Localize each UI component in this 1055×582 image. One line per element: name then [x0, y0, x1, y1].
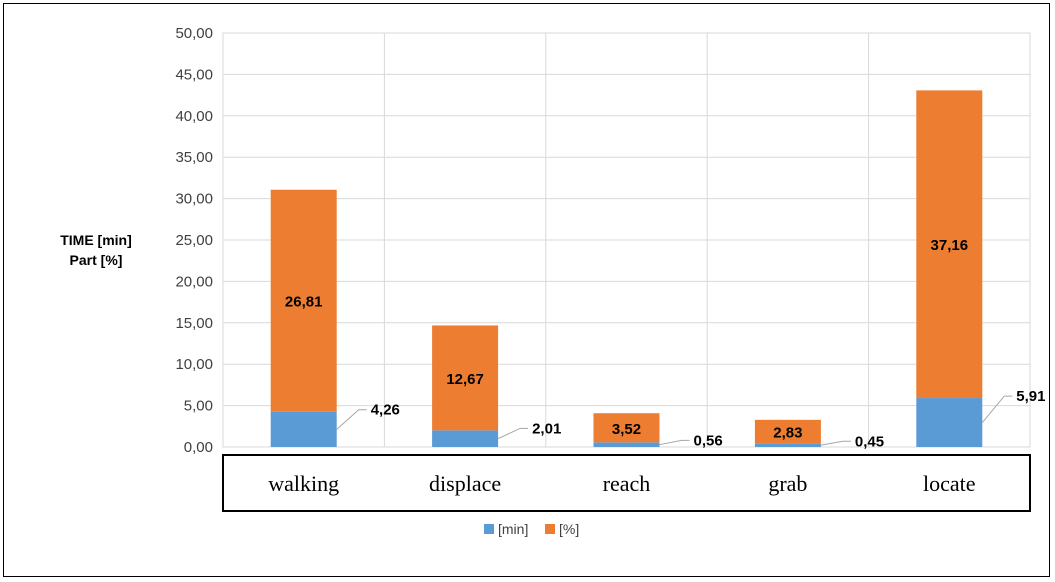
y-tick-label: 45,00: [175, 66, 213, 83]
leader-line: [820, 440, 851, 446]
bar-pct: [916, 90, 983, 399]
data-label-pct: 2,83: [773, 425, 802, 442]
data-label-pct: 37,16: [931, 237, 969, 254]
y-tick-label: 50,00: [175, 25, 213, 42]
data-label-pct: 26,81: [285, 294, 323, 311]
leader-line: [336, 409, 367, 430]
y-tick-label: 35,00: [175, 149, 213, 166]
legend-swatch-min: [484, 524, 494, 534]
leader-line: [497, 427, 529, 440]
data-label-min: 0,56: [694, 432, 723, 449]
bar-min: [916, 398, 983, 447]
y-tick-label: 40,00: [175, 108, 213, 125]
y-axis-label: TIME [min]: [60, 232, 132, 248]
x-tick-label: locate: [923, 471, 976, 496]
stacked-bar-chart: 0,00 5,00 10,00 15,00 20,00 25,00 30,00 35,00 40…: [60, 25, 1045, 537]
legend-swatch-pct: [545, 524, 555, 534]
data-label-pct: 12,67: [446, 371, 484, 388]
y-axis-label: Part [%]: [70, 252, 123, 268]
x-tick-label: displace: [429, 471, 501, 496]
data-label-pct: 3,52: [612, 421, 641, 438]
y-tick-label: 30,00: [175, 191, 213, 208]
bar-pct: [432, 325, 499, 431]
bar-min: [270, 411, 337, 447]
bar-pct: [270, 189, 337, 412]
chart-container: 0,00 5,00 10,00 15,00 20,00 25,00 30,00 35,00 40…: [3, 3, 1050, 577]
category-axis-box: [222, 454, 1031, 512]
x-tick-label: walking: [268, 471, 339, 496]
data-label-min: 0,45: [855, 433, 884, 450]
leader-line: [659, 439, 690, 446]
y-tick-label: 20,00: [175, 273, 213, 290]
data-label-min: 5,91: [1016, 388, 1045, 405]
data-label-min: 2,01: [532, 420, 561, 437]
legend-label-pct: [%]: [559, 521, 579, 537]
y-tick-label: 10,00: [175, 356, 213, 373]
legend-label-min: [min]: [498, 521, 528, 537]
x-tick-label: reach: [603, 471, 651, 496]
bar-min: [593, 442, 660, 447]
leader-line: [981, 395, 1013, 423]
bar-min: [754, 443, 821, 447]
y-tick-label: 25,00: [175, 232, 213, 249]
y-tick-label: 5,00: [184, 398, 213, 415]
y-tick-label: 0,00: [184, 439, 213, 456]
bar-pct: [593, 413, 660, 443]
bar-pct: [754, 419, 821, 444]
data-label-min: 4,26: [371, 402, 400, 419]
x-tick-label: grab: [768, 471, 807, 496]
bar-min: [432, 430, 499, 447]
y-tick-label: 15,00: [175, 315, 213, 332]
